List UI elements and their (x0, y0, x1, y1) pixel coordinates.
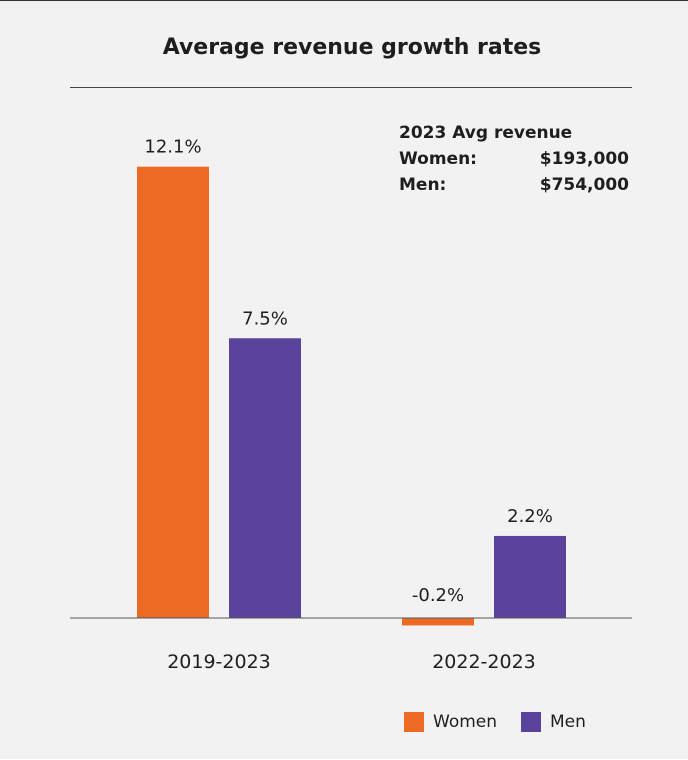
note-row-men: Men: $754,000 (399, 172, 629, 198)
bar-men-2019-2023 (229, 338, 301, 618)
value-label-women-2022-2023: -0.2% (412, 585, 464, 606)
note-label: Women: (399, 149, 477, 169)
legend-swatch-women (404, 712, 424, 732)
note-value: $754,000 (539, 175, 629, 195)
bar-women-2022-2023 (402, 618, 474, 626)
avg-revenue-note: 2023 Avg revenue Women: $193,000 Men: $7… (399, 120, 629, 198)
bar-men-2022-2023 (494, 535, 566, 618)
note-label: Men: (399, 175, 447, 195)
value-label-men-2022-2023: 2.2% (507, 506, 553, 527)
note-value: $193,000 (539, 149, 629, 169)
bar-women-2019-2023 (137, 166, 209, 619)
note-row-women: Women: $193,000 (399, 146, 629, 172)
value-label-men-2019-2023: 7.5% (242, 308, 288, 329)
category-labels-group: 2019-2023 2022-2023 (167, 651, 536, 673)
value-label-women-2019-2023: 12.1% (144, 137, 201, 158)
bars-group (137, 166, 566, 626)
legend-label-women: Women (433, 712, 498, 732)
legend-swatch-men (521, 712, 542, 732)
title-divider (70, 87, 632, 88)
note-heading: 2023 Avg revenue (399, 123, 573, 143)
category-label-2019-2023: 2019-2023 (167, 651, 271, 673)
category-label-2022-2023: 2022-2023 (432, 651, 536, 673)
legend-item-men: Men (521, 712, 586, 732)
legend-item-women: Women (404, 712, 497, 732)
value-labels-group: 12.1% 7.5% -0.2% 2.2% (144, 137, 552, 606)
legend: Women Men (404, 712, 586, 732)
legend-label-men: Men (550, 712, 586, 732)
chart-title: Average revenue growth rates (162, 35, 542, 60)
